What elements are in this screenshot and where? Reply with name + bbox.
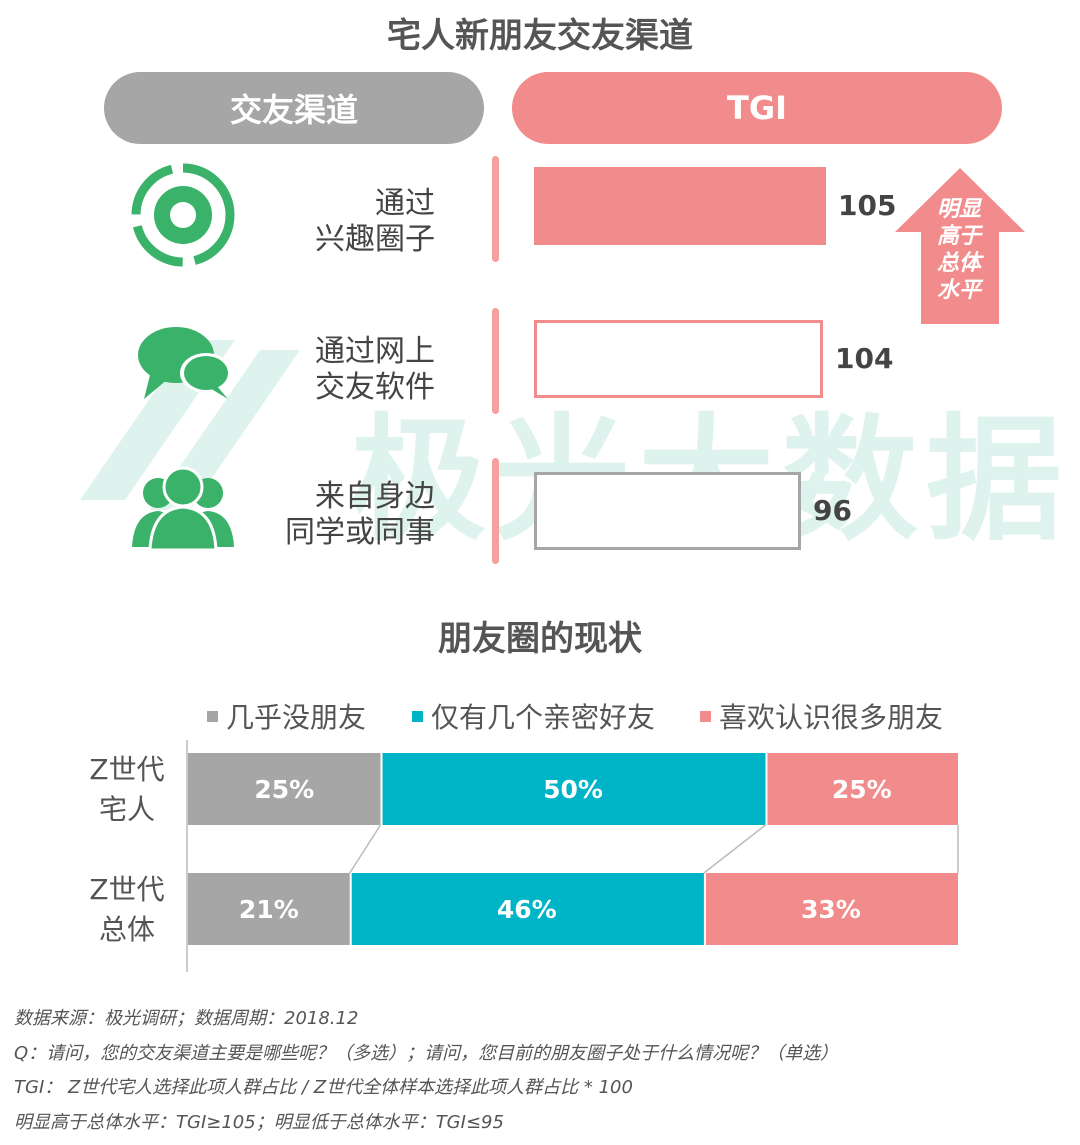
connector-line bbox=[703, 824, 766, 874]
segment-value-label: 33% bbox=[801, 895, 861, 924]
legend-swatch-gray bbox=[207, 710, 218, 722]
channel-label-2-line1: 通过网上 bbox=[315, 334, 435, 369]
tgi-value-label: 105 bbox=[838, 189, 897, 222]
row-label-line: 总体 bbox=[98, 913, 155, 946]
legend-label: 喜欢认识很多朋友 bbox=[719, 701, 944, 734]
section2-title: 朋友圈的现状 bbox=[438, 619, 642, 659]
legend-swatch-teal bbox=[412, 710, 423, 722]
note-threshold: 明显高于总体水平：TGI≥105；明显低于总体水平：TGI≤95 bbox=[14, 1112, 504, 1133]
note-tgi-def: TGI： Z世代宅人选择此项人群占比 / Z世代全体样本选择此项人群占比 * 1… bbox=[14, 1077, 633, 1098]
arrow-text-line: 水平 bbox=[936, 278, 981, 303]
segment-few-friends bbox=[188, 753, 381, 825]
group-people-icon bbox=[132, 466, 234, 550]
channel-label-2: 通过网上 交友软件 bbox=[215, 334, 435, 406]
tgi-value-label: 104 bbox=[835, 342, 894, 375]
channel-label-3-line2: 同学或同事 bbox=[285, 515, 435, 550]
segment-many-friends bbox=[705, 873, 958, 945]
segment-close-friends bbox=[351, 873, 704, 945]
channel-label-2-line2: 交友软件 bbox=[315, 370, 435, 405]
row-label-otaku: Z世代 宅人 bbox=[72, 750, 182, 830]
channel-label-1-line2: 兴趣圈子 bbox=[315, 222, 435, 257]
legend-label: 几乎没朋友 bbox=[226, 701, 367, 734]
legend-swatch-pink bbox=[700, 710, 711, 722]
legend-label: 仅有几个亲密好友 bbox=[431, 701, 656, 734]
channel-label-3-line1: 来自身边 bbox=[315, 479, 435, 514]
segment-value-label: 21% bbox=[239, 895, 299, 924]
up-arrow-icon bbox=[895, 168, 1025, 324]
segment-value-label: 50% bbox=[543, 775, 603, 804]
row-label-line: Z世代 bbox=[89, 873, 165, 906]
tgi-bar-interest-circles bbox=[534, 167, 826, 245]
row-separator bbox=[492, 308, 499, 414]
row-label-line: Z世代 bbox=[89, 753, 165, 786]
row-separator bbox=[492, 156, 499, 262]
chat-bubbles-icon bbox=[138, 327, 232, 399]
segment-value-label: 25% bbox=[254, 775, 314, 804]
header-tgi: TGI bbox=[512, 72, 1002, 144]
segment-close-friends bbox=[382, 753, 766, 825]
segment-few-friends bbox=[188, 873, 350, 945]
stacked-bar-chart: 25% 50% 25% 21% 46% 33% bbox=[186, 740, 959, 972]
row-label-overall: Z世代 总体 bbox=[72, 870, 182, 950]
arrow-text-line: 明显 bbox=[936, 197, 981, 222]
tgi-value-label: 96 bbox=[813, 494, 852, 527]
channel-label-1: 通过 兴趣圈子 bbox=[215, 186, 435, 258]
segment-value-label: 25% bbox=[832, 775, 892, 804]
arrow-text-line: 总体 bbox=[936, 251, 981, 276]
target-circle-icon bbox=[131, 163, 235, 267]
channel-label-1-line1: 通过 bbox=[375, 186, 435, 221]
arrow-callout-text: 明显 高于 总体 水平 bbox=[928, 196, 990, 304]
row-label-line: 宅人 bbox=[98, 793, 155, 826]
header-channel: 交友渠道 bbox=[104, 72, 484, 144]
note-question: Q：请问，您的交友渠道主要是哪些呢？（多选）；请问，您目前的朋友圈子处于什么情况… bbox=[14, 1043, 839, 1064]
segment-value-label: 46% bbox=[497, 895, 557, 924]
note-source: 数据来源：极光调研；数据周期：2018.12 bbox=[14, 1008, 359, 1029]
row-separator bbox=[492, 458, 499, 564]
legend-item-many-friends: 喜欢认识很多朋友 bbox=[700, 696, 943, 736]
section1-title: 宅人新朋友交友渠道 bbox=[387, 16, 693, 56]
segment-many-friends bbox=[767, 753, 958, 825]
tgi-bar-online-apps bbox=[534, 320, 823, 398]
channel-label-3: 来自身边 同学或同事 bbox=[215, 479, 435, 551]
legend-item-close-friends: 仅有几个亲密好友 bbox=[412, 696, 655, 736]
legend-item-few-friends: 几乎没朋友 bbox=[207, 696, 366, 736]
tgi-bar-classmates bbox=[534, 472, 801, 550]
arrow-text-line: 高于 bbox=[936, 224, 981, 249]
connector-line bbox=[349, 824, 382, 874]
